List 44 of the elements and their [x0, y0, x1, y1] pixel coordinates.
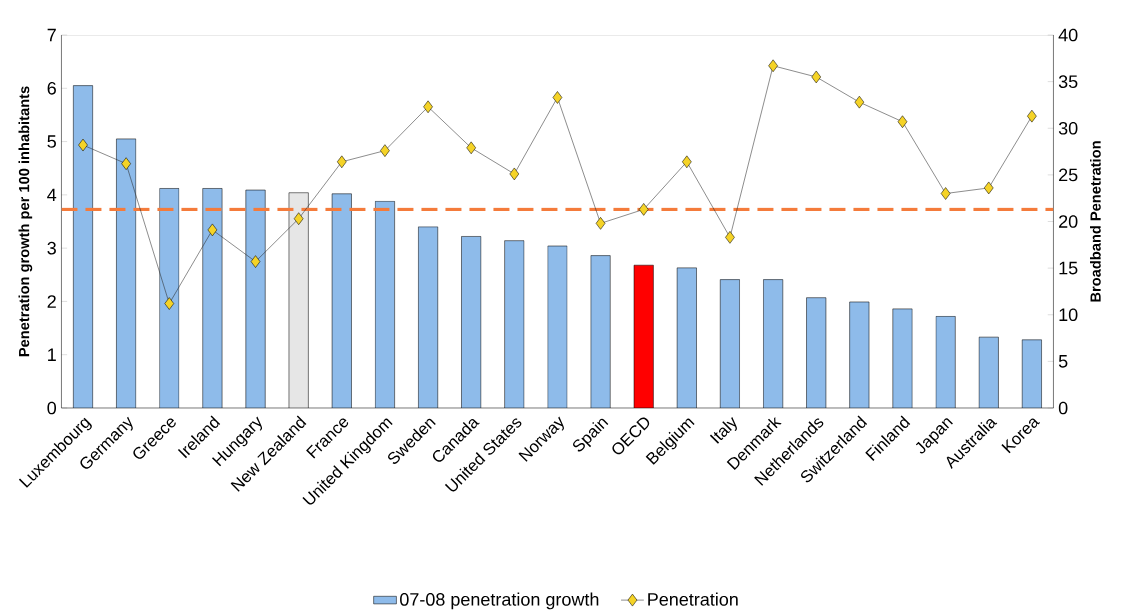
- y-tick-label: 6: [47, 81, 56, 95]
- point: [78, 138, 88, 152]
- point: [250, 255, 261, 268]
- point: [466, 141, 476, 155]
- point: [638, 203, 649, 216]
- y-tick-label: 3: [47, 241, 56, 255]
- point: [811, 70, 821, 84]
- y-tick-label: 5: [47, 135, 56, 148]
- point: [725, 231, 735, 244]
- point: [595, 217, 606, 230]
- point: [121, 157, 131, 170]
- legend-label: Penetration: [648, 592, 738, 606]
- y-tick-label: 2: [47, 295, 56, 308]
- y-axis-title: Penetration growth per 100 inhabitants: [18, 86, 33, 357]
- y2-tick-label: 5: [1058, 355, 1068, 368]
- point: [682, 155, 692, 169]
- y2-tick-label: 10: [1059, 308, 1078, 322]
- y2-tick-label: 30: [1058, 121, 1078, 135]
- point: [897, 115, 908, 128]
- point: [293, 212, 304, 225]
- point: [337, 155, 347, 169]
- y2-tick-label: 25: [1059, 168, 1078, 182]
- point: [940, 187, 951, 200]
- y2-tick-label: 20: [1059, 215, 1078, 228]
- point: [509, 167, 520, 181]
- y-tick-label: 0: [47, 401, 57, 415]
- y-tick-label: 4: [47, 188, 57, 202]
- y2-tick-label: 0: [1058, 401, 1068, 415]
- y-tick-label: 7: [47, 28, 56, 42]
- y2-tick-label: 35: [1058, 75, 1078, 88]
- legend-label: 07-08 penetration growth: [400, 592, 599, 610]
- point: [207, 223, 218, 237]
- point: [854, 95, 865, 109]
- y-tick-label: 1: [48, 348, 56, 361]
- y2-axis-title: Broadband Penetration: [1090, 141, 1101, 302]
- y2-tick-label: 40: [1058, 28, 1078, 42]
- point: [423, 100, 433, 114]
- point: [1027, 109, 1037, 123]
- y2-tick-label: 15: [1059, 261, 1078, 275]
- point: [552, 91, 563, 104]
- point: [164, 297, 175, 310]
- point: [768, 59, 778, 73]
- point: [380, 144, 390, 157]
- point: [983, 181, 994, 195]
